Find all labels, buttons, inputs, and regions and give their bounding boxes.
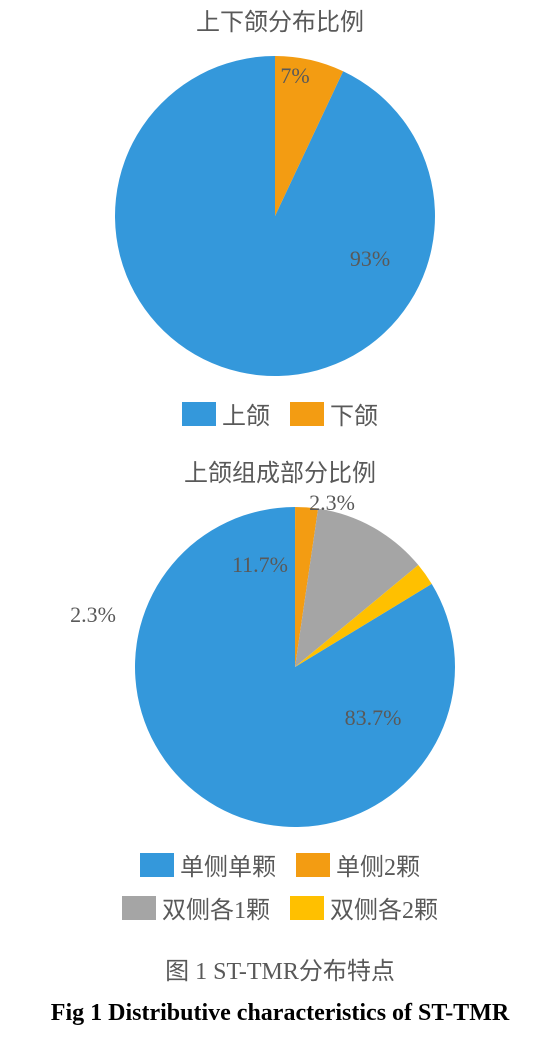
chart1-title: 上下颌分布比例 (196, 2, 364, 37)
legend-swatch (140, 853, 174, 877)
slice-label: 7% (280, 63, 309, 88)
figure-container: 上下颌分布比例 93% 7% 上颌 下颌 上颌组成部分比例 83.7% 2.3% 11.… (0, 0, 560, 1027)
slice-label: 83.7% (345, 705, 402, 730)
slice-label: 2.3% (309, 492, 355, 515)
legend-item: 单侧单颗 (140, 847, 276, 882)
chart2-title: 上颌组成部分比例 (184, 453, 376, 488)
legend-label: 双侧各1颗 (162, 890, 270, 925)
slice-label: 2.3% (70, 602, 116, 627)
caption-cn: 图 1 ST-TMR分布特点 (165, 951, 395, 986)
chart1-legend: 上颌 下颌 (182, 396, 378, 431)
legend-label: 单侧2颗 (336, 847, 420, 882)
slice-label: 93% (350, 246, 390, 271)
legend-label: 单侧单颗 (180, 847, 276, 882)
legend-swatch (290, 402, 324, 426)
legend-label: 上颌 (222, 396, 270, 431)
legend-item: 双侧各1颗 (122, 890, 270, 925)
slice-label: 11.7% (232, 552, 288, 577)
chart2-legend: 单侧单颗 单侧2颗双侧各1颗 双侧各2颗 (0, 847, 560, 925)
legend-label: 双侧各2颗 (330, 890, 438, 925)
legend-swatch (290, 896, 324, 920)
legend-item: 双侧各2颗 (290, 890, 438, 925)
legend-swatch (182, 402, 216, 426)
legend-item: 单侧2颗 (296, 847, 420, 882)
chart1-pie: 93% 7% (70, 41, 490, 386)
legend-item: 上颌 (182, 396, 270, 431)
legend-label: 下颌 (330, 396, 378, 431)
caption-en: Fig 1 Distributive characteristics of ST… (0, 1000, 560, 1027)
legend-item: 下颌 (290, 396, 378, 431)
legend-swatch (296, 853, 330, 877)
chart2-pie: 83.7% 2.3% 11.7% 2.3% (50, 492, 510, 837)
legend-swatch (122, 896, 156, 920)
